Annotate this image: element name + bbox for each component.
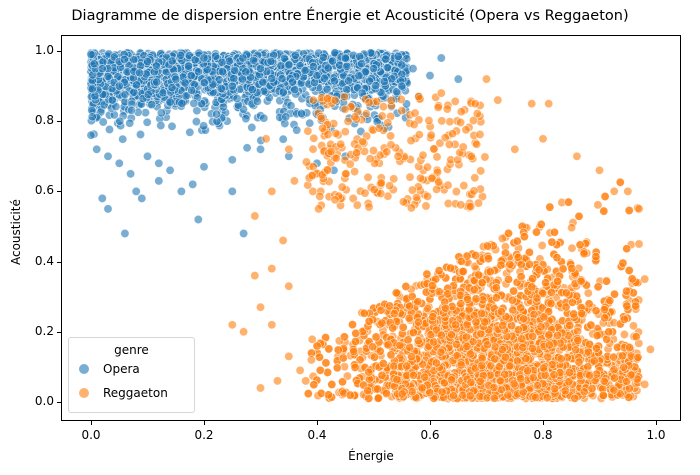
legend-label-reggaeton: Reggaeton <box>103 386 168 400</box>
x-axis-label: Énergie <box>348 449 394 463</box>
x-tick-mark <box>91 421 92 425</box>
reggaeton-marker-icon <box>79 388 89 398</box>
x-tick-mark <box>204 421 205 425</box>
x-tick-mark <box>317 421 318 425</box>
legend-item-opera: Opera <box>79 362 140 376</box>
x-tick-label: 0.2 <box>194 428 214 442</box>
y-axis-label: Acousticité <box>9 199 23 265</box>
scatter-points <box>86 48 655 404</box>
y-tick-mark <box>57 121 61 123</box>
y-tick-mark <box>57 191 61 193</box>
opera-marker-icon <box>79 364 89 374</box>
x-tick-mark <box>656 421 657 425</box>
x-tick-label: 0.0 <box>81 428 101 442</box>
y-tick-mark <box>57 402 61 403</box>
legend-title: genre <box>114 343 149 357</box>
y-tick-label: 0.8 <box>34 113 54 128</box>
x-tick-label: 1.0 <box>646 428 666 442</box>
y-tick-label: 0.0 <box>34 394 54 408</box>
y-tick-mark <box>57 51 61 52</box>
y-tick-label: 0.2 <box>34 323 54 338</box>
y-tick-label: 1.0 <box>34 43 54 57</box>
legend: genre Opera Reggaeton <box>68 337 195 413</box>
y-tick-mark <box>57 331 61 333</box>
y-tick-label: 0.4 <box>34 253 54 268</box>
x-tick-label: 0.4 <box>307 428 327 442</box>
x-tick-mark <box>543 421 544 425</box>
x-tick-label: 0.8 <box>533 428 553 442</box>
x-tick-mark <box>430 421 431 425</box>
y-tick-label: 0.6 <box>34 183 54 198</box>
legend-item-reggaeton: Reggaeton <box>79 386 168 400</box>
legend-label-opera: Opera <box>103 362 140 376</box>
x-tick-label: 0.6 <box>420 428 440 442</box>
y-tick-mark <box>57 261 61 263</box>
plot-area <box>61 35 681 421</box>
chart-title: Diagramme de dispersion entre Énergie et… <box>71 8 629 24</box>
